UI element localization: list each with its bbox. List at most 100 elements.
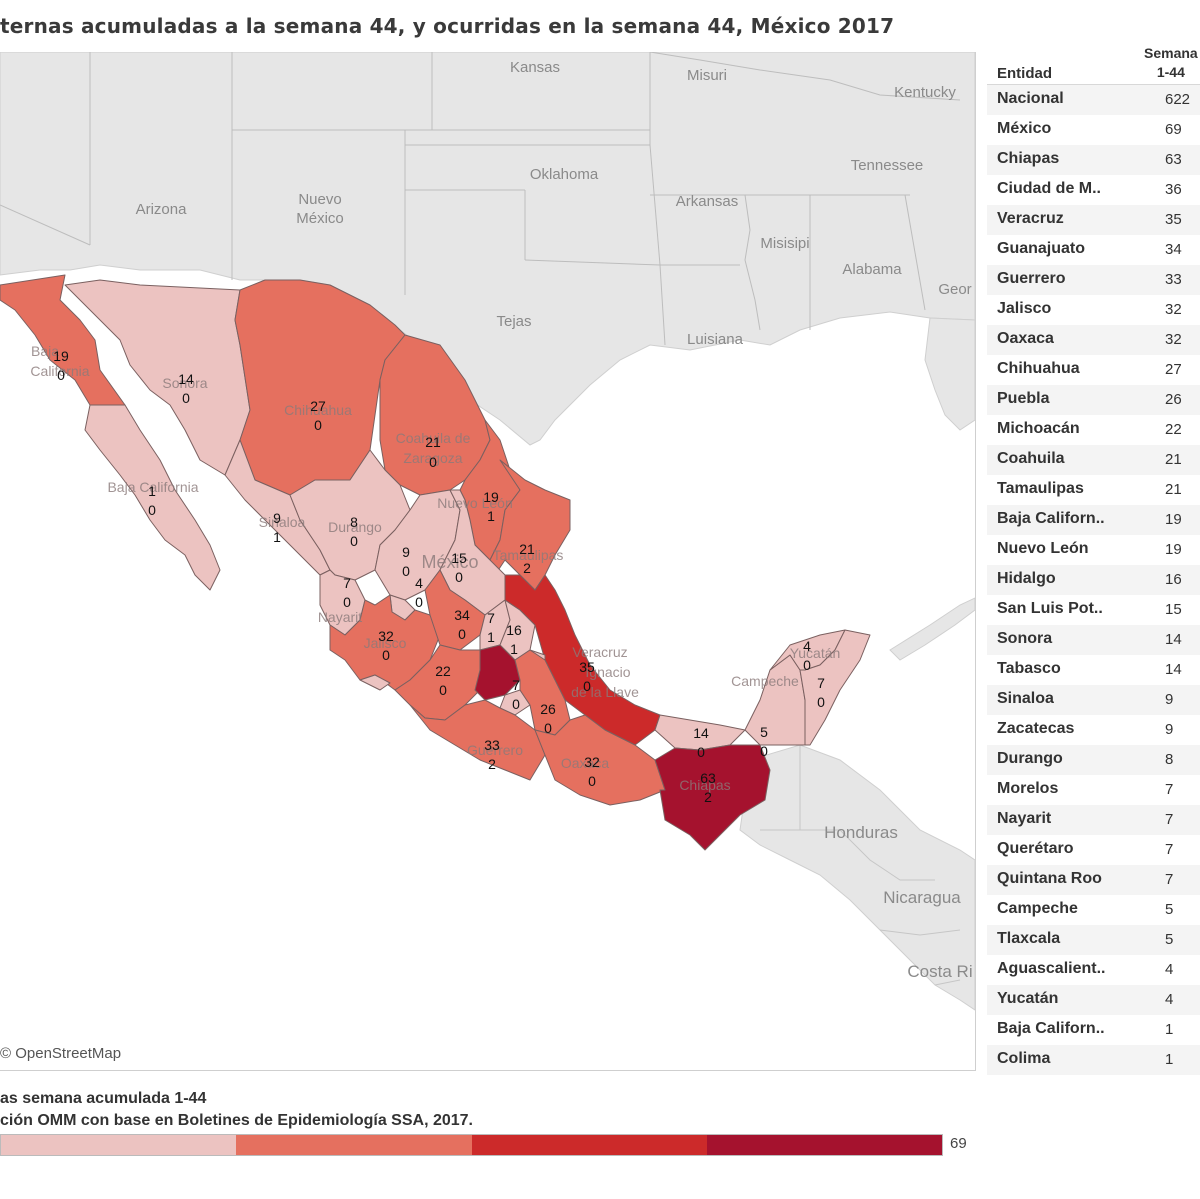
map-label: California [30,363,89,379]
value-week-sinaloa: 1 [273,529,281,545]
table-row[interactable]: Veracruz 35 [987,205,1200,235]
us-state-borders [0,52,961,346]
map-attribution[interactable]: © OpenStreetMap [0,1045,122,1062]
value-week-guerrero: 2 [488,756,496,772]
row-week-value: 7 [1165,871,1174,888]
value-week-sonora: 0 [182,390,190,406]
value-total-baja-california-sur: 1 [148,483,156,499]
central-america-labels: Honduras Nicaragua Costa Ri [824,823,972,981]
map-label: Nuevo [298,191,341,208]
state-morelos[interactable] [499,689,531,716]
value-week-baja-california: 0 [57,367,65,383]
table-row[interactable]: Colima 1 [987,1045,1200,1075]
table-row[interactable]: Morelos 7 [987,775,1200,805]
state-chiapas[interactable] [654,744,771,851]
map-canvas[interactable]: Kansas Misuri Kentucky Oklahoma Tennesse… [0,52,975,1070]
legend-swatch [1,1135,237,1155]
table-row[interactable]: México 69 [987,115,1200,145]
legend-caption: as semana acumulada 1-44 [0,1090,207,1107]
state-colima[interactable] [359,674,391,691]
row-week-value: 69 [1165,121,1182,138]
table-row[interactable]: Zacatecas 9 [987,715,1200,745]
table-row[interactable]: Nacional 622 [987,85,1200,115]
table-row[interactable]: Tabasco 14 [987,655,1200,685]
table-row[interactable]: Guanajuato 34 [987,235,1200,265]
source-note: ción OMM con base en Boletines de Epidem… [0,1112,473,1129]
map-label: Baja California [107,479,198,495]
table-row[interactable]: Oaxaca 32 [987,325,1200,355]
table-row[interactable]: Yucatán 4 [987,985,1200,1015]
table-row[interactable]: Sonora 14 [987,625,1200,655]
table-row[interactable]: Tamaulipas 21 [987,475,1200,505]
value-total-guerrero: 33 [484,737,500,753]
table-row[interactable]: Querétaro 7 [987,835,1200,865]
row-week-value: 622 [1165,91,1191,108]
row-entity-name: Sinaloa [997,690,1054,707]
row-week-value: 8 [1165,751,1174,768]
row-entity-name: Puebla [997,390,1050,407]
table-row[interactable]: Durango 8 [987,745,1200,775]
row-week-value: 21 [1165,481,1182,498]
row-week-value: 34 [1165,241,1182,258]
row-entity-name: Veracruz [997,210,1064,227]
table-row[interactable]: Hidalgo 16 [987,565,1200,595]
table-row[interactable]: Campeche 5 [987,895,1200,925]
table-row[interactable]: Tlaxcala 5 [987,925,1200,955]
state-sonora[interactable] [64,279,251,476]
table-row[interactable]: Baja Californ.. 19 [987,505,1200,535]
value-total-durango: 8 [350,514,358,530]
table-row[interactable]: Ciudad de M.. 36 [987,175,1200,205]
row-entity-name: Michoacán [997,420,1080,437]
table-row[interactable]: Jalisco 32 [987,295,1200,325]
row-week-value: 16 [1165,571,1182,588]
table-row[interactable]: Chiapas 63 [987,145,1200,175]
map-view[interactable]: Kansas Misuri Kentucky Oklahoma Tennesse… [0,52,976,1071]
table-row[interactable]: Nuevo León 19 [987,535,1200,565]
table-row[interactable]: Michoacán 22 [987,415,1200,445]
value-total-baja-california: 19 [53,348,69,364]
state-quintana-roo[interactable] [799,629,871,746]
table-row[interactable]: Aguascalient.. 4 [987,955,1200,985]
table-row[interactable]: Puebla 26 [987,385,1200,415]
row-entity-name: Nacional [997,90,1064,107]
row-week-value: 19 [1165,541,1182,558]
row-week-value: 32 [1165,331,1182,348]
row-entity-name: Nuevo León [997,540,1089,557]
legend-swatch [706,1135,942,1155]
table-row[interactable]: Nayarit 7 [987,805,1200,835]
row-entity-name: San Luis Pot.. [997,600,1103,617]
map-label: Misuri [687,67,727,84]
value-total-hidalgo: 16 [506,622,522,638]
table-row[interactable]: Guerrero 33 [987,265,1200,295]
row-entity-name: Oaxaca [997,330,1054,347]
map-label: Alabama [842,261,902,278]
row-week-value: 4 [1165,961,1174,978]
map-label: Sonora [162,375,207,391]
map-label: Zaragoza [403,450,462,466]
value-total-nayarit: 7 [343,575,351,591]
value-total-jalisco: 32 [378,628,394,644]
state-baja-california-sur[interactable] [84,404,221,591]
table-row[interactable]: Coahuila 21 [987,445,1200,475]
value-total-puebla: 26 [540,701,556,717]
row-entity-name: Tamaulipas [997,480,1084,497]
table-row[interactable]: Sinaloa 9 [987,685,1200,715]
table-row[interactable]: Quintana Roo 7 [987,865,1200,895]
row-week-value: 5 [1165,931,1174,948]
column-header-entity[interactable]: Entidad [997,65,1052,82]
column-header-week[interactable]: Semana 1-44 [1144,44,1198,82]
value-total-oaxaca: 32 [584,754,600,770]
table-row[interactable]: San Luis Pot.. 15 [987,595,1200,625]
legend-swatch [236,1135,472,1155]
map-label: México [421,552,478,572]
value-week-puebla: 0 [544,720,552,736]
row-entity-name: México [997,120,1052,137]
table-row[interactable]: Chihuahua 27 [987,355,1200,385]
cuba-landmass [889,597,975,661]
row-entity-name: Baja Californ.. [997,1020,1105,1037]
row-week-value: 7 [1165,811,1174,828]
table-row[interactable]: Baja Californ.. 1 [987,1015,1200,1045]
value-week-oaxaca: 0 [588,773,596,789]
map-label: Yucatán [790,645,841,661]
row-entity-name: Sonora [997,630,1053,647]
